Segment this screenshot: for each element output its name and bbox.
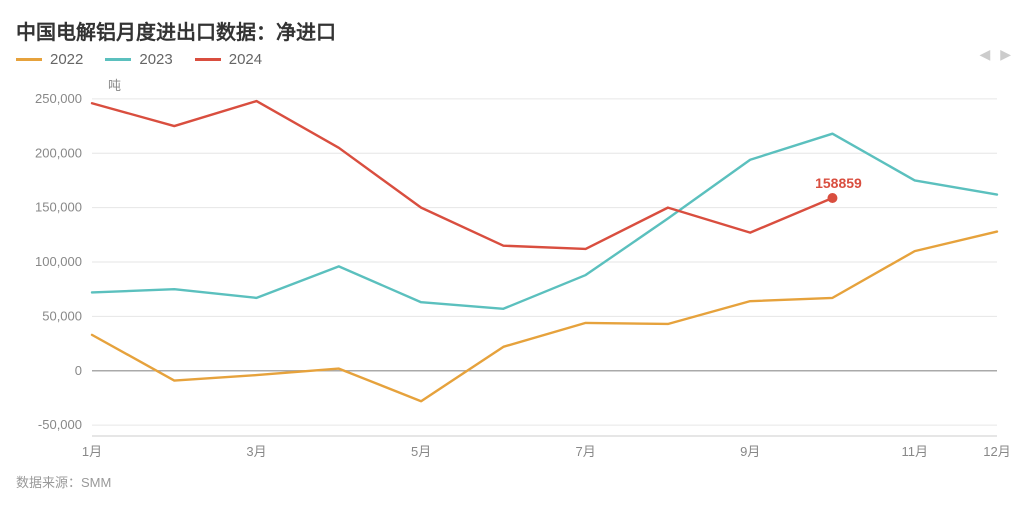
legend-label: 2024 bbox=[229, 51, 262, 68]
chart-container: 中国电解铝月度进出口数据：净进口 2022 2023 2024 ◀ ▶ -50,… bbox=[0, 0, 1029, 507]
legend-swatch-2022 bbox=[16, 58, 42, 61]
y-tick-label: -50,000 bbox=[38, 417, 82, 432]
x-tick-label: 3月 bbox=[246, 444, 266, 459]
y-tick-label: 100,000 bbox=[35, 254, 82, 269]
y-tick-label: 0 bbox=[75, 363, 82, 378]
legend-label: 2023 bbox=[139, 51, 172, 68]
source-name: SMM bbox=[81, 475, 111, 490]
chart-title: 中国电解铝月度进出口数据：净进口 bbox=[16, 16, 1015, 45]
legend: 2022 2023 2024 bbox=[16, 51, 1015, 68]
source-prefix: 数据来源： bbox=[16, 475, 81, 490]
y-tick-label: 50,000 bbox=[42, 308, 82, 323]
legend-label: 2022 bbox=[50, 51, 83, 68]
y-tick-label: 200,000 bbox=[35, 145, 82, 160]
legend-item-2023[interactable]: 2023 bbox=[105, 51, 172, 68]
nav-arrows: ◀ ▶ bbox=[979, 46, 1011, 63]
line-chart-svg: -50,000 0 50,000 100,000 150,000 200,000 250,0… bbox=[14, 70, 1015, 470]
y-tick-label: 150,000 bbox=[35, 200, 82, 215]
y-axis-unit: 吨 bbox=[108, 78, 121, 93]
x-tick-label: 12月 bbox=[983, 444, 1010, 459]
prev-arrow-icon[interactable]: ◀ bbox=[979, 46, 990, 63]
legend-item-2022[interactable]: 2022 bbox=[16, 51, 83, 68]
data-source: 数据来源：SMM bbox=[16, 472, 1015, 491]
series-line-2024 bbox=[92, 101, 832, 249]
legend-swatch-2023 bbox=[105, 58, 131, 61]
plot-area: -50,000 0 50,000 100,000 150,000 200,000 250,0… bbox=[14, 70, 1015, 470]
x-tick-label: 7月 bbox=[576, 444, 596, 459]
legend-swatch-2024 bbox=[195, 58, 221, 61]
x-tick-label: 5月 bbox=[411, 444, 431, 459]
legend-item-2024[interactable]: 2024 bbox=[195, 51, 262, 68]
series-endpoint-label: 158859 bbox=[815, 175, 862, 191]
next-arrow-icon[interactable]: ▶ bbox=[1000, 46, 1011, 63]
x-tick-label: 11月 bbox=[901, 444, 928, 459]
y-tick-label: 250,000 bbox=[35, 91, 82, 106]
series-endpoint-marker bbox=[827, 193, 837, 203]
x-tick-label: 9月 bbox=[740, 444, 760, 459]
x-tick-label: 1月 bbox=[82, 444, 102, 459]
